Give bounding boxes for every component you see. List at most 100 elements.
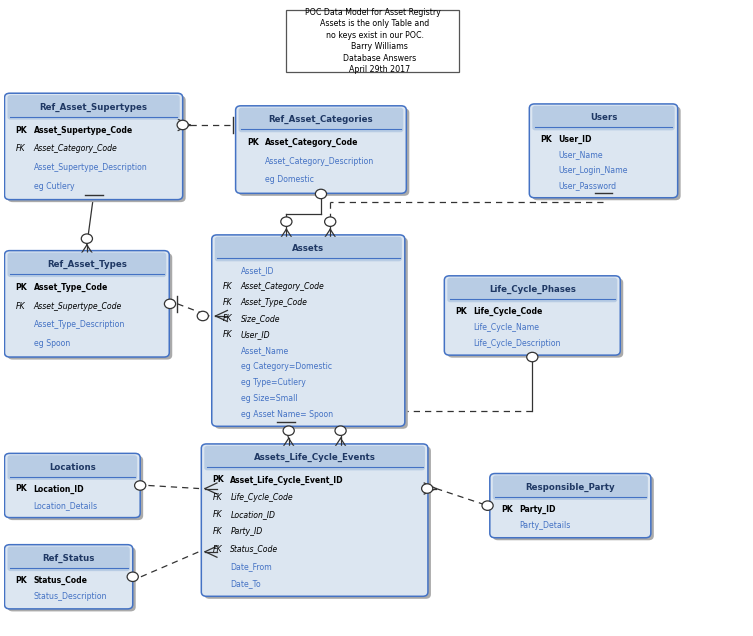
FancyBboxPatch shape bbox=[8, 547, 136, 611]
FancyBboxPatch shape bbox=[447, 278, 617, 302]
Text: POC Data Model for Asset Registry
  Assets is the only Table and
  no keys exist: POC Data Model for Asset Registry Assets… bbox=[304, 8, 441, 74]
Circle shape bbox=[135, 481, 146, 490]
Circle shape bbox=[325, 217, 336, 226]
Text: Location_ID: Location_ID bbox=[230, 510, 276, 519]
Text: Location_ID: Location_ID bbox=[34, 485, 84, 494]
Text: Life_Cycle_Phases: Life_Cycle_Phases bbox=[489, 285, 576, 294]
Text: Asset_Type_Description: Asset_Type_Description bbox=[34, 321, 125, 329]
Text: PK: PK bbox=[456, 307, 468, 315]
Text: eg Type=Cutlery: eg Type=Cutlery bbox=[241, 378, 306, 387]
Circle shape bbox=[177, 120, 188, 130]
Text: Location_Details: Location_Details bbox=[34, 501, 98, 510]
Circle shape bbox=[335, 426, 346, 436]
Text: Life_Cycle_Name: Life_Cycle_Name bbox=[474, 322, 539, 331]
Text: Asset_Category_Code: Asset_Category_Code bbox=[34, 144, 117, 153]
Text: Asset_Type_Code: Asset_Type_Code bbox=[34, 283, 108, 292]
Text: eg Cutlery: eg Cutlery bbox=[34, 182, 75, 191]
Text: FK: FK bbox=[223, 329, 233, 339]
Circle shape bbox=[283, 426, 294, 436]
Text: eg Asset Name= Spoon: eg Asset Name= Spoon bbox=[241, 410, 333, 418]
Text: eg Domestic: eg Domestic bbox=[265, 176, 314, 184]
FancyBboxPatch shape bbox=[5, 93, 183, 200]
FancyBboxPatch shape bbox=[8, 455, 137, 480]
Text: Assets: Assets bbox=[292, 244, 325, 253]
Text: Ref_Asset_Categories: Ref_Asset_Categories bbox=[269, 115, 373, 124]
Circle shape bbox=[482, 501, 493, 510]
Text: Asset_Category_Description: Asset_Category_Description bbox=[265, 157, 374, 166]
FancyBboxPatch shape bbox=[5, 544, 133, 609]
Circle shape bbox=[526, 352, 538, 362]
FancyBboxPatch shape bbox=[447, 279, 623, 357]
Text: PK: PK bbox=[16, 485, 27, 494]
Text: FK: FK bbox=[223, 314, 233, 322]
FancyBboxPatch shape bbox=[532, 106, 675, 130]
FancyBboxPatch shape bbox=[201, 444, 428, 597]
FancyBboxPatch shape bbox=[8, 95, 180, 120]
Text: FK: FK bbox=[212, 510, 222, 519]
Text: Asset_ID: Asset_ID bbox=[241, 266, 274, 275]
Text: PK: PK bbox=[16, 283, 27, 292]
Text: PK: PK bbox=[16, 576, 27, 584]
Text: Responsible_Party: Responsible_Party bbox=[526, 483, 615, 492]
Text: User_Name: User_Name bbox=[559, 150, 603, 159]
FancyBboxPatch shape bbox=[8, 252, 166, 277]
Text: Status_Code: Status_Code bbox=[34, 576, 87, 585]
Text: Asset_Life_Cycle_Event_ID: Asset_Life_Cycle_Event_ID bbox=[230, 476, 344, 485]
Text: FK: FK bbox=[212, 544, 222, 553]
Text: Ref_Asset_Supertypes: Ref_Asset_Supertypes bbox=[40, 102, 148, 112]
Text: Party_ID: Party_ID bbox=[230, 527, 263, 536]
Text: Asset_Supertype_Code: Asset_Supertype_Code bbox=[34, 301, 122, 310]
Text: Party_Details: Party_Details bbox=[519, 521, 570, 530]
FancyBboxPatch shape bbox=[239, 107, 404, 132]
Text: Assets_Life_Cycle_Events: Assets_Life_Cycle_Events bbox=[254, 453, 376, 462]
FancyBboxPatch shape bbox=[489, 474, 651, 538]
Text: Asset_Category_Code: Asset_Category_Code bbox=[241, 282, 325, 291]
Text: Asset_Type_Code: Asset_Type_Code bbox=[241, 298, 308, 307]
Circle shape bbox=[281, 217, 292, 226]
Text: User_Login_Name: User_Login_Name bbox=[559, 166, 628, 175]
FancyBboxPatch shape bbox=[529, 104, 678, 198]
FancyBboxPatch shape bbox=[5, 251, 169, 357]
Text: Asset_Category_Code: Asset_Category_Code bbox=[265, 138, 358, 147]
Circle shape bbox=[422, 484, 433, 494]
Text: PK: PK bbox=[541, 135, 552, 144]
Text: FK: FK bbox=[223, 298, 233, 307]
Text: Asset_Supertype_Description: Asset_Supertype_Description bbox=[34, 163, 148, 172]
Text: PK: PK bbox=[501, 504, 513, 514]
FancyBboxPatch shape bbox=[8, 546, 130, 571]
Text: PK: PK bbox=[212, 476, 224, 485]
Text: eg Category=Domestic: eg Category=Domestic bbox=[241, 362, 332, 371]
Text: Status_Code: Status_Code bbox=[230, 544, 279, 553]
Text: Date_To: Date_To bbox=[230, 579, 261, 588]
Circle shape bbox=[127, 572, 139, 581]
FancyBboxPatch shape bbox=[8, 96, 186, 202]
FancyBboxPatch shape bbox=[239, 108, 410, 196]
Text: FK: FK bbox=[16, 144, 26, 153]
Text: Life_Cycle_Description: Life_Cycle_Description bbox=[474, 338, 561, 348]
FancyBboxPatch shape bbox=[285, 10, 459, 72]
Text: Ref_Status: Ref_Status bbox=[42, 554, 95, 563]
Text: Life_Cycle_Code: Life_Cycle_Code bbox=[230, 493, 293, 502]
Text: Locations: Locations bbox=[49, 463, 96, 472]
FancyBboxPatch shape bbox=[492, 476, 654, 540]
Text: Life_Cycle_Code: Life_Cycle_Code bbox=[474, 307, 543, 315]
FancyBboxPatch shape bbox=[8, 456, 143, 520]
Text: FK: FK bbox=[212, 527, 222, 536]
FancyBboxPatch shape bbox=[492, 475, 648, 500]
Text: Asset_Supertype_Code: Asset_Supertype_Code bbox=[34, 125, 133, 135]
FancyBboxPatch shape bbox=[8, 253, 172, 359]
Text: User_ID: User_ID bbox=[559, 135, 592, 144]
FancyBboxPatch shape bbox=[444, 276, 620, 355]
Text: Party_ID: Party_ID bbox=[519, 504, 556, 514]
Text: eg Spoon: eg Spoon bbox=[34, 339, 70, 348]
FancyBboxPatch shape bbox=[212, 235, 405, 426]
FancyBboxPatch shape bbox=[215, 237, 408, 429]
Circle shape bbox=[316, 190, 327, 198]
FancyBboxPatch shape bbox=[532, 106, 681, 200]
Circle shape bbox=[81, 234, 93, 244]
Text: Date_From: Date_From bbox=[230, 562, 272, 571]
FancyBboxPatch shape bbox=[236, 106, 407, 193]
Text: eg Size=Small: eg Size=Small bbox=[241, 394, 297, 403]
Text: FK: FK bbox=[212, 493, 222, 502]
Circle shape bbox=[197, 311, 209, 321]
